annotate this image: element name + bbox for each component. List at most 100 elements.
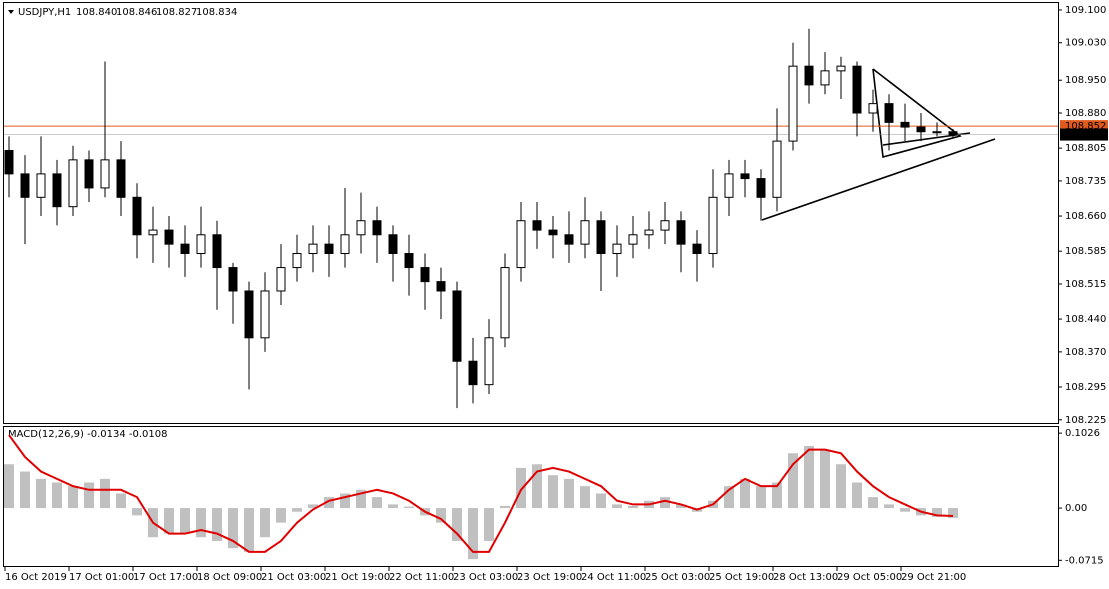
macd-bar xyxy=(884,504,894,509)
macd-bar xyxy=(100,478,110,509)
macd-bar xyxy=(356,489,366,509)
y-tick-label: 108.295 xyxy=(1065,382,1106,393)
macd-bar xyxy=(452,508,462,541)
macd-bar xyxy=(836,464,846,509)
y-tick-label: 108.440 xyxy=(1065,314,1106,325)
header-value: 108.834 xyxy=(196,7,237,18)
macd-bar xyxy=(196,508,206,538)
macd-bar xyxy=(932,508,942,517)
candle-body xyxy=(452,290,462,362)
price-panel xyxy=(3,2,1059,424)
y-tick-label: 108.880 xyxy=(1065,108,1106,119)
candle-body xyxy=(612,243,622,255)
y-tick-label: 108.950 xyxy=(1065,75,1106,86)
candle-body xyxy=(836,65,846,72)
macd-bar xyxy=(596,493,606,509)
macd-bar xyxy=(868,497,878,509)
macd-bar xyxy=(132,508,142,516)
candle-body xyxy=(804,65,814,86)
macd-bar xyxy=(548,475,558,509)
macd-bar xyxy=(404,506,414,509)
candle-body xyxy=(708,196,718,255)
candle-body xyxy=(740,173,750,180)
candle-body xyxy=(276,267,286,292)
candle-body xyxy=(628,234,638,245)
y-tick-label: -0.0715 xyxy=(1065,555,1104,566)
macd-bar xyxy=(468,508,478,560)
macd-bar xyxy=(676,504,686,509)
candle-body xyxy=(916,126,926,133)
header-value: 108.840 xyxy=(76,7,117,18)
candle-body xyxy=(884,103,894,123)
macd-bar xyxy=(212,508,222,541)
candle-body xyxy=(100,159,110,189)
candle-body xyxy=(260,290,270,339)
candle-body xyxy=(788,65,798,142)
y-tick-label: 108.515 xyxy=(1065,279,1106,290)
candle-body xyxy=(692,243,702,255)
macd-label: MACD(12,26,9) -0.0134 -0.0108 xyxy=(8,429,168,440)
macd-panel xyxy=(3,426,1059,567)
macd-bar xyxy=(68,486,78,509)
macd-bar xyxy=(532,464,542,509)
macd-bar xyxy=(388,504,398,509)
x-tick-label: 18 Oct 09:00 xyxy=(197,572,262,583)
menu-icon[interactable] xyxy=(8,10,14,14)
candle-body xyxy=(660,220,670,231)
x-tick-label: 25 Oct 03:00 xyxy=(645,572,710,583)
candle-body xyxy=(340,234,350,255)
y-tick-label: 108.225 xyxy=(1065,415,1106,426)
x-tick-label: 16 Oct 2019 xyxy=(5,572,67,583)
candle-body xyxy=(548,229,558,236)
y-tick-label: 108.370 xyxy=(1065,347,1106,358)
candle-body xyxy=(932,131,942,134)
candle-body xyxy=(756,178,766,198)
triangle-pattern xyxy=(872,68,962,159)
last-price-box xyxy=(1060,128,1108,141)
x-tick-label: 22 Oct 11:00 xyxy=(389,572,454,583)
macd-bar xyxy=(244,508,254,552)
macd-bar xyxy=(436,508,446,523)
candle-body xyxy=(84,159,94,189)
x-tick-label: 17 Oct 17:00 xyxy=(133,572,198,583)
header-value: 108.827 xyxy=(156,7,197,18)
macd-bar xyxy=(372,497,382,509)
candle-body xyxy=(164,229,174,245)
candle-body xyxy=(580,220,590,245)
macd-bar xyxy=(84,482,94,509)
x-tick-label: 25 Oct 19:00 xyxy=(709,572,774,583)
candle-body xyxy=(180,243,190,255)
x-tick-label: 24 Oct 11:00 xyxy=(581,572,646,583)
candle-body xyxy=(484,337,494,386)
macd-bar xyxy=(292,508,302,512)
candle-body xyxy=(292,253,302,269)
candle-body xyxy=(212,234,222,269)
candle-body xyxy=(948,131,958,136)
y-tick-label: 0.00 xyxy=(1065,503,1087,514)
macd-bar xyxy=(852,482,862,509)
y-tick-label: 108.735 xyxy=(1065,176,1106,187)
macd-bar xyxy=(516,467,526,509)
header-value: 108.846 xyxy=(116,7,157,18)
candle-body xyxy=(228,267,238,292)
x-tick-label: 29 Oct 05:00 xyxy=(837,572,902,583)
candle-body xyxy=(148,229,158,236)
candle-body xyxy=(356,220,366,236)
candle-body xyxy=(196,234,206,255)
candle-body xyxy=(676,220,686,245)
macd-bar xyxy=(804,445,814,509)
macd-bar xyxy=(116,493,126,509)
macd-bar xyxy=(484,508,494,541)
x-tick-label: 28 Oct 13:00 xyxy=(773,572,838,583)
candle-body xyxy=(388,234,398,255)
macd-bar xyxy=(324,497,334,509)
candle-body xyxy=(436,281,446,292)
candle-body xyxy=(532,220,542,231)
candle-body xyxy=(244,290,254,339)
candle-body xyxy=(564,234,574,245)
macd-bar xyxy=(580,486,590,509)
macd-bar xyxy=(772,482,782,509)
x-tick-label: 21 Oct 19:00 xyxy=(325,572,390,583)
y-tick-label: 0.1026 xyxy=(1065,428,1100,439)
